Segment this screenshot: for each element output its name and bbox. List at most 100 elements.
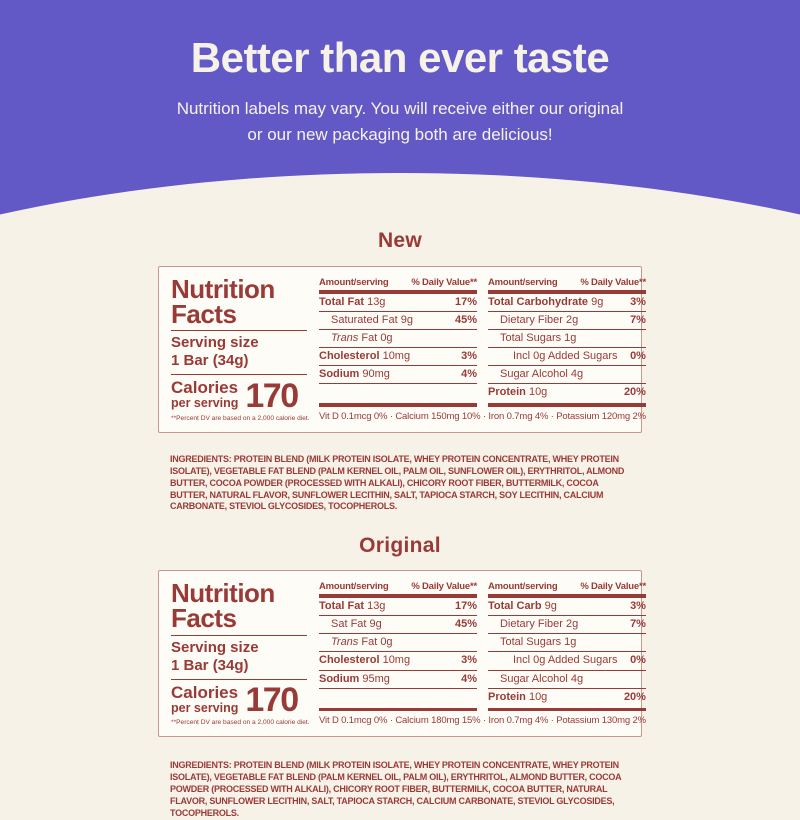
thick-rule	[319, 707, 477, 712]
daily-value: 3%	[630, 295, 646, 308]
facts-title-line2: Facts	[171, 298, 237, 329]
daily-value: 0%	[630, 350, 646, 363]
nutrition-label-new: Nutrition Facts Serving size 1 Bar (34g)…	[158, 266, 646, 433]
nutrient-name: Trans Fat 0g	[331, 636, 393, 649]
calories-sublabel: per serving	[171, 396, 239, 411]
nutrient-column-fat: Amount/serving % Daily Value** Total Fat…	[319, 277, 477, 407]
nutrition-facts-title: Nutrition Facts	[171, 578, 307, 634]
facts-title-line2: Facts	[171, 603, 237, 634]
column-header: Amount/serving % Daily Value**	[319, 277, 477, 290]
column-header: Amount/serving % Daily Value**	[488, 277, 646, 290]
daily-value: 3%	[630, 599, 646, 612]
nutrient-row: Trans Fat 0g	[319, 330, 477, 349]
column-header: Amount/serving % Daily Value**	[319, 581, 477, 594]
nutrient-row: Sat Fat 9g 45%	[319, 616, 477, 635]
divider	[171, 374, 307, 376]
thick-rule	[319, 403, 477, 407]
nutrient-row: Protein 10g 20%	[488, 689, 646, 706]
serving-size: Serving size 1 Bar (34g)	[171, 334, 307, 370]
nutrient-row: Dietary Fiber 2g 7%	[487, 312, 646, 330]
column-header: Amount/serving % Daily Value**	[488, 581, 646, 594]
nutrient-name: Total Carb 9g	[487, 599, 557, 612]
ingredients-new: INGREDIENTS: PROTEIN BLEND (MILK PROTEIN…	[170, 453, 625, 512]
nutrient-row: Total Carb 9g 3%	[487, 598, 646, 617]
daily-value: 3%	[461, 350, 477, 363]
daily-value: 4%	[461, 368, 477, 381]
nutrient-name: Dietary Fiber 2g	[499, 618, 579, 631]
thick-rule	[487, 403, 646, 407]
amount-serving-header: Amount/serving	[319, 277, 389, 288]
nutrient-row: Total Fat 13g 17%	[319, 598, 477, 617]
nutrient-name: Protein 10g	[487, 386, 548, 399]
section-heading-original: Original	[359, 534, 441, 558]
nutrient-row: Sugar Alcohol 4g	[487, 671, 646, 689]
nutrient-row: Sugar Alcohol 4g	[487, 366, 646, 385]
nutrient-row: Cholesterol 10mg 3%	[319, 652, 477, 671]
calories-value: 170	[245, 681, 299, 720]
nutrient-name: Sugar Alcohol 4g	[499, 672, 584, 685]
daily-value: 45%	[454, 618, 477, 631]
daily-value: 4%	[461, 672, 477, 685]
daily-value: 3%	[461, 654, 477, 667]
daily-value: 17%	[454, 295, 477, 308]
daily-value: 0%	[630, 654, 646, 667]
facts-title-line1: Nutrition	[171, 274, 275, 304]
nutrition-facts-title: Nutrition Facts	[171, 274, 307, 329]
nutrient-name: Incl 0g Added Sugars	[512, 350, 618, 363]
label-left-panel: Nutrition Facts Serving size 1 Bar (34g)…	[171, 578, 310, 727]
label-left-panel: Nutrition Facts Serving size 1 Bar (34g)…	[171, 274, 310, 422]
daily-value: 17%	[454, 599, 477, 612]
vitamins-minerals-line: Vit D 0.1mcg 0% · Calcium 150mg 10% · Ir…	[319, 410, 646, 422]
serving-size: Serving size 1 Bar (34g)	[171, 639, 307, 675]
calories-label: Calories	[171, 378, 239, 398]
nutrient-column-fat: Amount/serving % Daily Value** Total Fat…	[319, 581, 477, 712]
nutrition-label-original: Nutrition Facts Serving size 1 Bar (34g)…	[158, 570, 646, 738]
daily-value-header: % Daily Value**	[580, 581, 646, 593]
nutrient-name: Incl 0g Added Sugars	[512, 654, 618, 667]
curve-divider	[0, 173, 800, 218]
thick-rule	[319, 290, 477, 294]
nutrient-row	[319, 689, 477, 708]
nutrient-name: Sat Fat 9g	[331, 618, 382, 631]
nutrient-name: Total Fat 13g	[319, 599, 386, 612]
dv-footnote: **Percent DV are based on a 2,000 calori…	[171, 719, 310, 727]
daily-value: 7%	[630, 618, 646, 631]
nutrient-name: Cholesterol 10mg	[319, 350, 411, 363]
nutrient-row: Sodium 90mg 4%	[319, 366, 477, 385]
divider	[171, 678, 307, 680]
nutrient-name: Total Fat 13g	[319, 295, 386, 308]
facts-title-line1: Nutrition	[171, 578, 275, 609]
nutrient-name: Dietary Fiber 2g	[499, 313, 579, 326]
nutrient-row: Cholesterol 10mg 3%	[319, 348, 477, 367]
hero-subtitle: Nutrition labels may vary. You will rece…	[0, 96, 800, 148]
nutrient-row	[319, 384, 477, 403]
ingredients-original: INGREDIENTS: PROTEIN BLEND (MILK PROTEIN…	[170, 760, 622, 818]
daily-value-header: % Daily Value**	[411, 277, 477, 288]
thick-rule	[487, 290, 646, 294]
nutrient-row: Incl 0g Added Sugars 0%	[487, 348, 646, 367]
serving-size-value: 1 Bar (34g)	[171, 656, 249, 674]
amount-serving-header: Amount/serving	[319, 581, 389, 593]
nutrient-name: Sugar Alcohol 4g	[499, 368, 584, 381]
nutrient-row: Total Sugars 1g	[487, 634, 646, 653]
daily-value: 20%	[623, 386, 646, 399]
daily-value: 45%	[454, 313, 477, 326]
nutrient-name: Cholesterol 10mg	[319, 654, 411, 667]
nutrient-row: Saturated Fat 9g 45%	[319, 312, 477, 330]
daily-value: 20%	[623, 690, 646, 703]
serving-size-label: Serving size	[171, 334, 259, 352]
vitamins-minerals-line: Vit D 0.1mcg 0% · Calcium 180mg 15% · Ir…	[319, 715, 646, 727]
calories-block: Calories per serving 170	[171, 378, 307, 413]
nutrient-row: Total Sugars 1g	[487, 330, 646, 349]
hero-subtitle-line2: or our new packaging both are delicious!	[247, 125, 553, 144]
divider	[171, 330, 307, 332]
nutrient-name: Total Carbohydrate 9g	[487, 295, 604, 308]
nutrient-name: Total Sugars 1g	[499, 636, 577, 649]
dv-footnote: **Percent DV are based on a 2,000 calori…	[171, 414, 310, 422]
calories-label: Calories	[171, 682, 239, 702]
nutrient-row: Trans Fat 0g	[319, 634, 477, 653]
hero-banner: Better than ever taste Nutrition labels …	[0, 0, 800, 218]
thick-rule	[319, 594, 477, 598]
section-heading-new: New	[377, 229, 423, 252]
nutrient-name: Total Sugars 1g	[499, 331, 577, 344]
